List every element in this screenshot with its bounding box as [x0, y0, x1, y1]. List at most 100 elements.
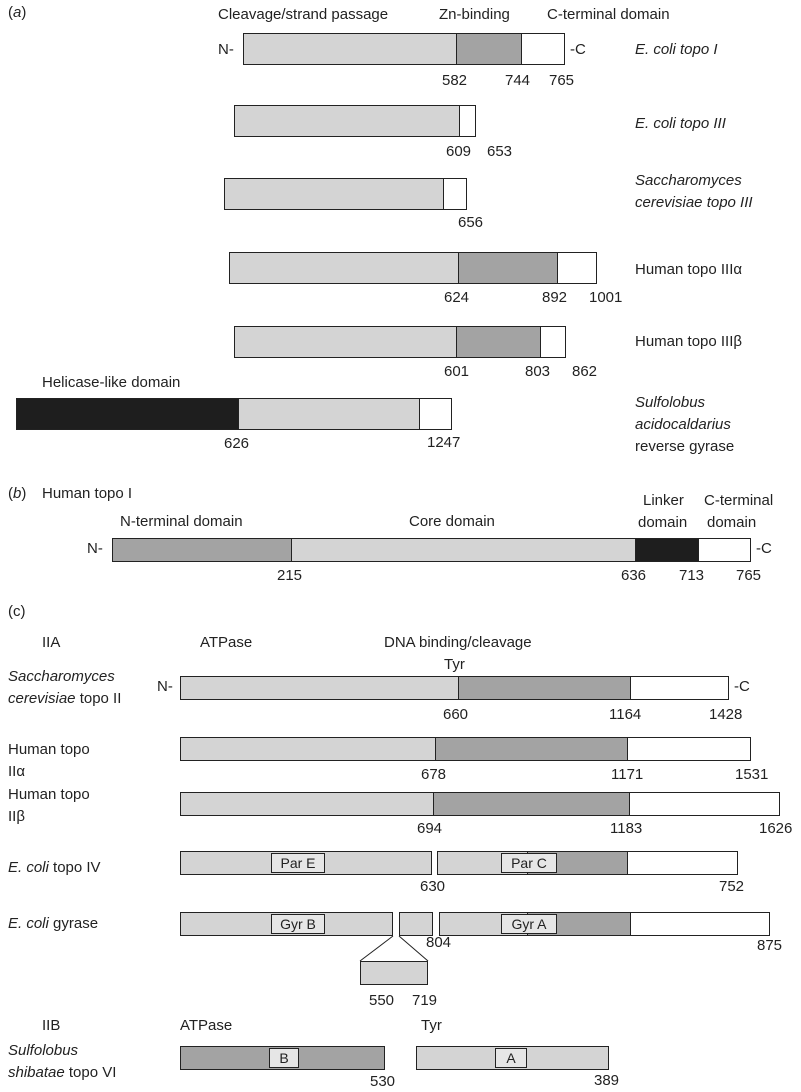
position-label: 694 — [417, 820, 443, 837]
dna-binding-domain — [458, 676, 631, 700]
core-domain-label: Core domain — [409, 513, 495, 530]
position-label: 609 — [446, 143, 472, 160]
par-e-label: Par E — [271, 853, 325, 873]
panel-a-label: (a) — [8, 4, 27, 21]
zn-binding-domain — [456, 326, 541, 358]
c-terminal-domain — [630, 676, 729, 700]
position-label: 744 — [505, 72, 531, 89]
header-cleavage: Cleavage/strand passage — [218, 6, 389, 23]
position-label: 636 — [621, 567, 647, 584]
c-terminal-domain-label: domain — [707, 514, 757, 531]
linker-domain-label: domain — [638, 514, 688, 531]
position-label: 803 — [525, 363, 551, 380]
n-terminus-label: N- — [218, 41, 234, 58]
position-label: 1428 — [709, 706, 743, 723]
header-zn-binding: Zn-binding — [439, 6, 510, 23]
protein-name: E. coli topo I — [635, 41, 718, 58]
linker-domain — [635, 538, 699, 562]
n-terminal-domain-label: N-terminal domain — [120, 513, 243, 530]
n-terminal-domain — [112, 538, 292, 562]
c-terminal-domain — [627, 851, 738, 875]
protein-name: Human topo IIIβ — [635, 333, 743, 350]
position-label: 653 — [487, 143, 513, 160]
position-label: 678 — [421, 766, 447, 783]
position-label: 765 — [549, 72, 575, 89]
position-label: 215 — [277, 567, 303, 584]
protein-name-line2: cerevisiae topo III — [635, 194, 753, 211]
protein-name: E. coli topo IV — [8, 859, 101, 876]
cleavage-domain — [234, 105, 460, 137]
atpase-header: ATPase — [200, 634, 253, 651]
class-iib-label: IIB — [42, 1017, 61, 1034]
protein-name-line2: acidocaldarius — [635, 416, 731, 433]
protein-name-line1: Sulfolobus — [8, 1042, 79, 1059]
cleavage-domain — [229, 252, 459, 284]
position-label: 389 — [594, 1072, 620, 1089]
zn-binding-domain — [456, 33, 522, 65]
position-label: 601 — [444, 363, 470, 380]
c-terminal-domain — [443, 178, 467, 210]
protein-name-line1: Human topo — [8, 741, 90, 758]
cleavage-domain — [238, 398, 420, 430]
par-c-label: Par C — [501, 853, 557, 873]
position-label: 1001 — [589, 289, 623, 306]
protein-name: Human topo IIIα — [635, 261, 743, 278]
protein-name-line3: reverse gyrase — [635, 438, 735, 455]
position-label: 660 — [443, 706, 469, 723]
c-terminal-domain — [540, 326, 566, 358]
position-label: 1626 — [759, 820, 793, 837]
position-label: 804 — [426, 934, 452, 951]
c-terminal-label: C-terminal — [704, 492, 774, 509]
dna-binding-domain — [435, 737, 628, 761]
subunit-a-label: A — [495, 1048, 527, 1068]
atpase-domain — [180, 792, 434, 816]
protein-name-line2: IIα — [8, 763, 26, 780]
class-iia-label: IIA — [42, 634, 61, 651]
position-label: 626 — [224, 435, 250, 452]
header-c-terminal: C-terminal domain — [547, 6, 670, 23]
helicase-like-domain — [16, 398, 239, 430]
c-terminal-domain — [630, 912, 770, 936]
protein-name-line1: Saccharomyces — [635, 172, 742, 189]
position-label: 656 — [458, 214, 484, 231]
position-label: 752 — [719, 878, 745, 895]
protein-name: E. coli topo III — [635, 115, 726, 132]
position-label: 1247 — [427, 434, 461, 451]
n-terminus-label: N- — [87, 540, 103, 557]
protein-name-line1: Human topo — [8, 786, 90, 803]
tyr-label: Tyr — [421, 1017, 442, 1034]
c-terminus-label: -C — [570, 41, 586, 58]
c-terminal-domain — [627, 737, 751, 761]
c-terminus-label: -C — [734, 678, 750, 695]
n-terminus-label: N- — [157, 678, 173, 695]
zn-binding-domain — [458, 252, 558, 284]
position-label: 582 — [442, 72, 468, 89]
helicase-domain-label: Helicase-like domain — [42, 374, 181, 391]
protein-name: E. coli gyrase — [8, 915, 99, 932]
position-label: 765 — [736, 567, 762, 584]
protein-name-line1: Saccharomyces — [8, 668, 115, 685]
tyr-label: Tyr — [444, 656, 465, 673]
protein-name-line2: cerevisiae topo II — [8, 690, 122, 707]
c-terminal-domain — [557, 252, 597, 284]
atpase-domain — [180, 737, 436, 761]
position-label: 624 — [444, 289, 470, 306]
core-domain — [291, 538, 636, 562]
c-terminus-label: -C — [756, 540, 772, 557]
c-terminal-domain — [419, 398, 452, 430]
gyr-a-label: Gyr A — [501, 914, 557, 934]
c-terminal-domain — [459, 105, 476, 137]
gyr-b-c-fragment — [399, 912, 433, 936]
atpase-domain — [180, 676, 459, 700]
c-terminal-domain — [629, 792, 780, 816]
panel-b-label: (b) — [8, 485, 27, 502]
atpase-header: ATPase — [180, 1017, 233, 1034]
position-label: 875 — [757, 937, 783, 954]
linker-label: Linker — [643, 492, 684, 509]
dna-binding-header: DNA binding/cleavage — [384, 634, 532, 651]
position-label: 1164 — [609, 706, 642, 723]
subunit-b-label: B — [269, 1048, 299, 1068]
position-label: 719 — [412, 992, 438, 1009]
panel-b-title: Human topo I — [42, 485, 133, 502]
